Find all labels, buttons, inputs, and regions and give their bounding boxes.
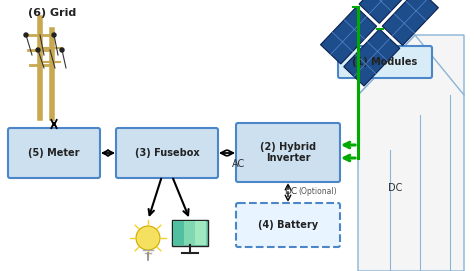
Circle shape (36, 48, 40, 52)
Text: (5) Meter: (5) Meter (28, 148, 80, 158)
FancyBboxPatch shape (172, 220, 208, 246)
FancyBboxPatch shape (173, 221, 184, 245)
Polygon shape (382, 0, 438, 46)
FancyBboxPatch shape (8, 128, 100, 178)
Polygon shape (358, 35, 464, 271)
Text: DC: DC (388, 183, 402, 193)
Circle shape (24, 33, 28, 37)
FancyBboxPatch shape (338, 46, 432, 78)
Polygon shape (344, 29, 400, 86)
Text: (6) Grid: (6) Grid (28, 8, 76, 18)
Circle shape (52, 33, 56, 37)
Polygon shape (320, 7, 377, 64)
FancyBboxPatch shape (236, 123, 340, 182)
Text: (3) Fusebox: (3) Fusebox (135, 148, 199, 158)
FancyBboxPatch shape (184, 221, 195, 245)
Text: (4) Battery: (4) Battery (258, 220, 318, 230)
Circle shape (136, 226, 160, 250)
FancyBboxPatch shape (116, 128, 218, 178)
Circle shape (60, 48, 64, 52)
Text: (Optional): (Optional) (298, 187, 337, 196)
Polygon shape (359, 0, 415, 23)
Text: DC: DC (284, 187, 297, 196)
FancyBboxPatch shape (195, 221, 206, 245)
Text: AC: AC (232, 159, 245, 169)
Text: (1) Modules: (1) Modules (352, 57, 418, 67)
FancyBboxPatch shape (236, 203, 340, 247)
Text: (2) Hybrid
Inverter: (2) Hybrid Inverter (260, 142, 316, 163)
